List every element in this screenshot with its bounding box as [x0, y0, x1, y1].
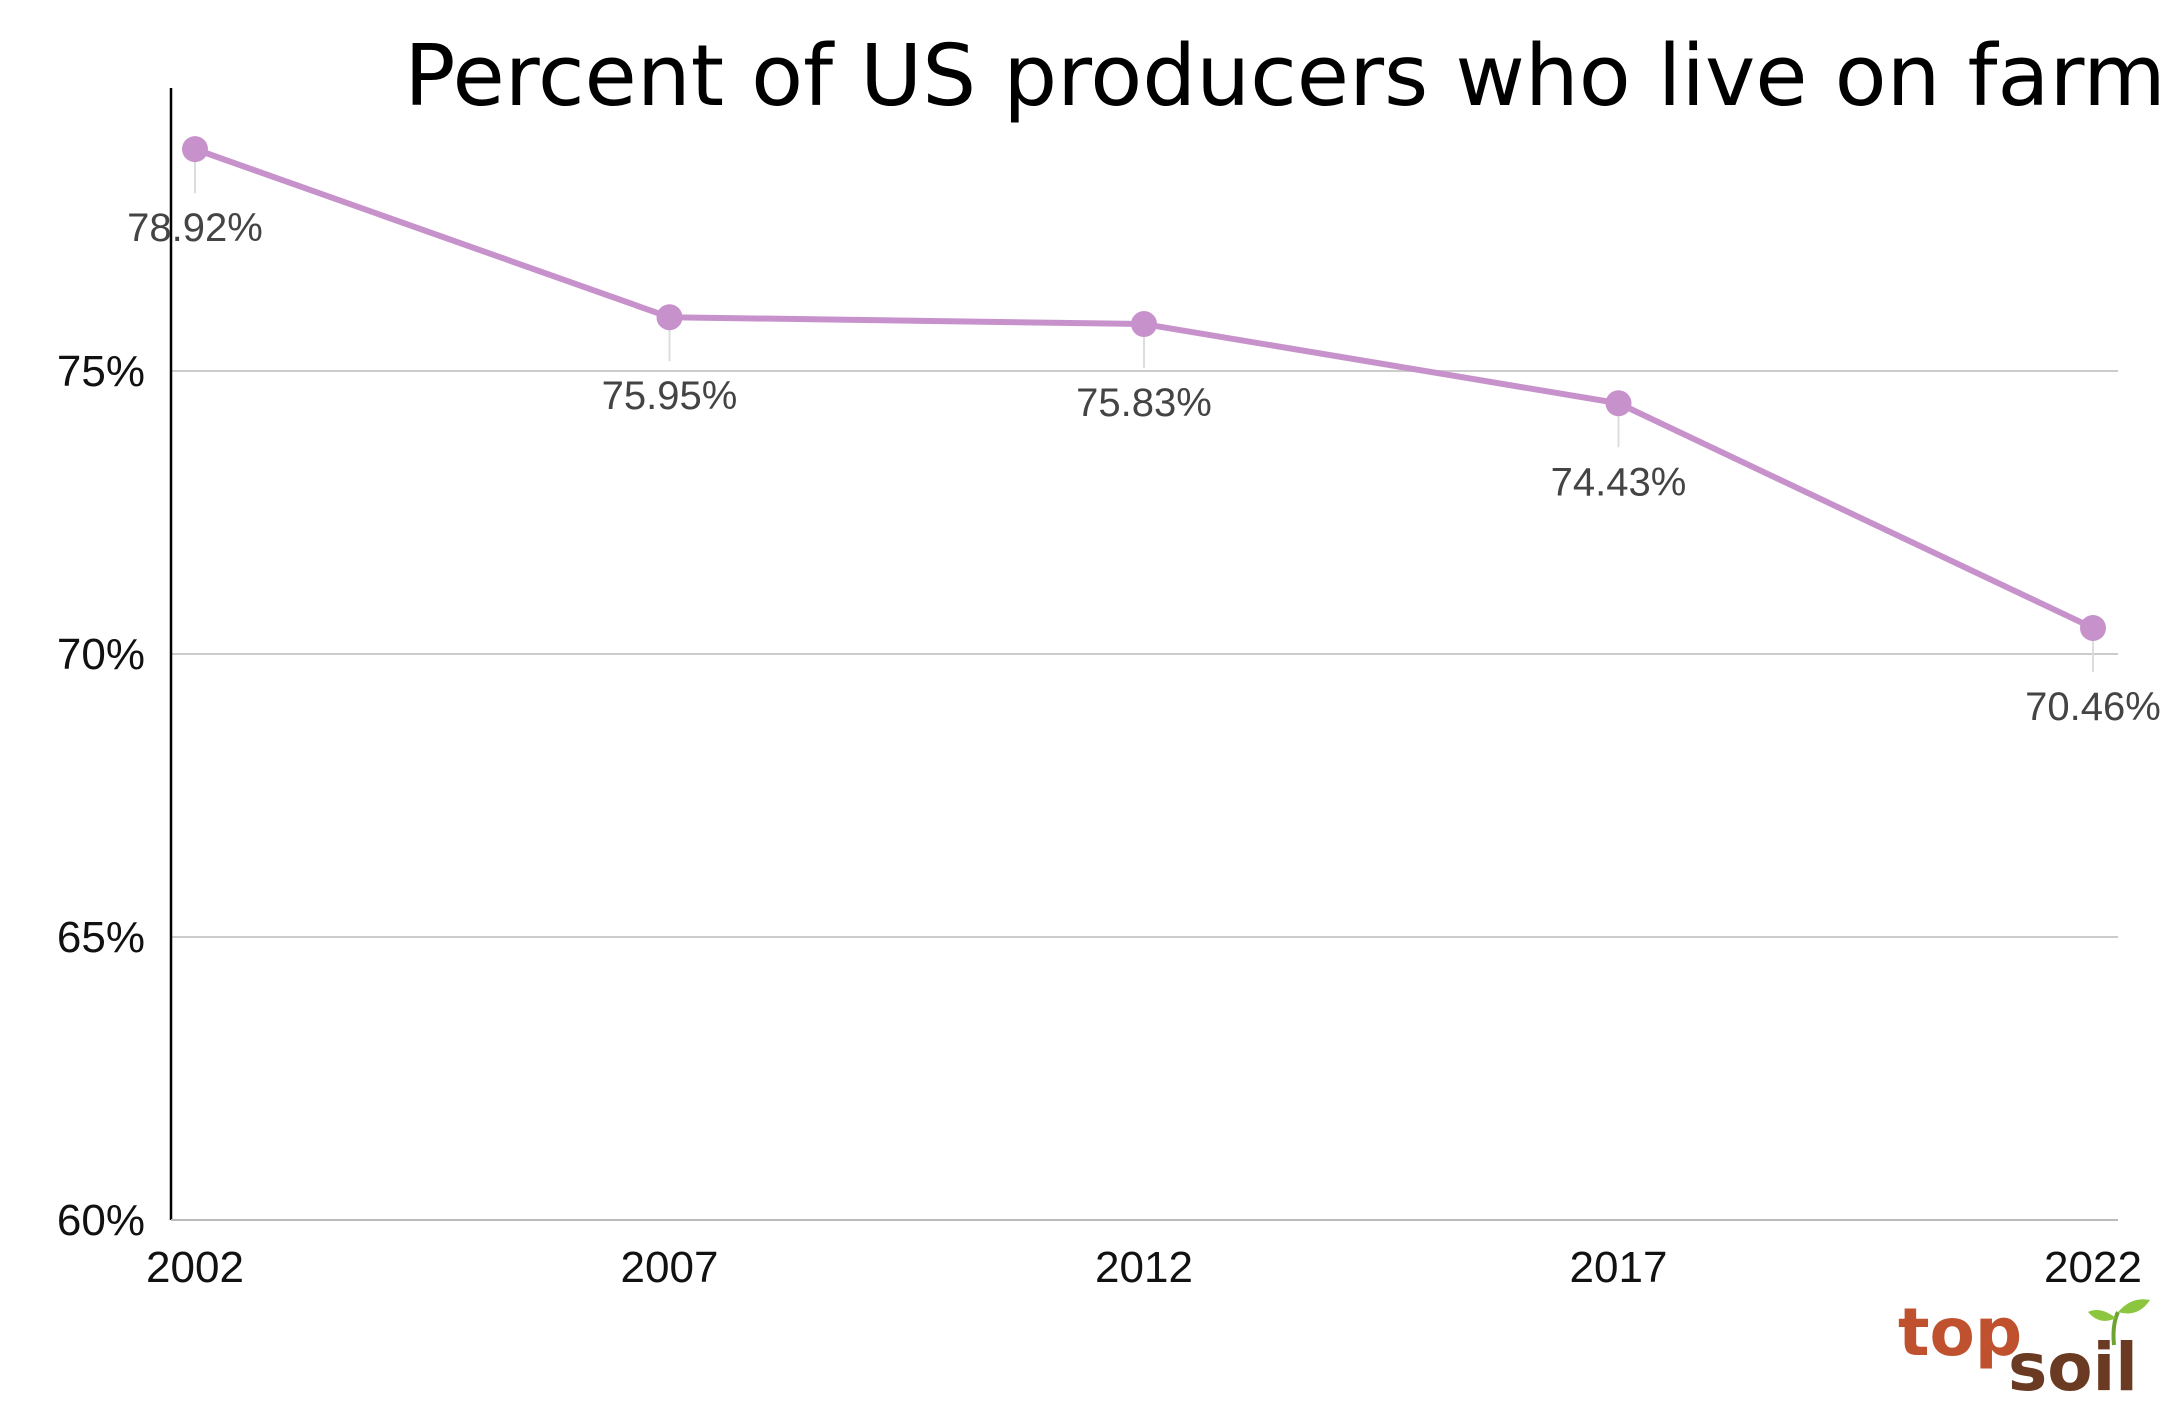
y-tick-label: 75% — [57, 347, 145, 396]
y-tick-label: 60% — [57, 1196, 145, 1245]
data-point — [656, 304, 683, 331]
data-label: 75.95% — [602, 374, 738, 418]
logo-text-top: top — [1898, 1294, 2022, 1371]
x-tick-label: 2012 — [1095, 1243, 1193, 1292]
x-tick-label: 2017 — [1570, 1243, 1668, 1292]
x-tick-label: 2002 — [146, 1243, 244, 1292]
gridlines — [171, 370, 2118, 938]
logo-text-bottom: soil — [2008, 1329, 2138, 1402]
data-label: 70.46% — [2025, 685, 2161, 729]
y-axis-ticks: 60% 65% 70% 75% — [57, 347, 145, 1245]
chart-title: Percent of US producers who live on farm — [404, 27, 2166, 126]
data-point — [1131, 311, 1157, 338]
data-label: 78.92% — [127, 206, 263, 250]
axes — [169, 88, 2118, 1221]
data-point — [182, 136, 208, 163]
data-point — [1605, 390, 1632, 417]
sprout-icon — [2088, 1299, 2150, 1346]
data-label: 74.43% — [1551, 460, 1687, 504]
topsoil-logo: top soil — [1898, 1294, 2150, 1402]
data-point — [2080, 614, 2106, 641]
data-points — [182, 136, 2106, 641]
y-tick-label: 70% — [57, 630, 145, 679]
x-tick-label: 2022 — [2044, 1243, 2142, 1292]
x-axis-ticks: 2002 2007 2012 2017 2022 — [146, 1243, 2142, 1292]
x-tick-label: 2007 — [621, 1243, 719, 1292]
data-labels: 78.92% 75.95% 75.83% 74.43% 70.46% — [127, 206, 2161, 729]
y-tick-label: 65% — [57, 913, 145, 962]
data-label: 75.83% — [1076, 381, 1212, 425]
